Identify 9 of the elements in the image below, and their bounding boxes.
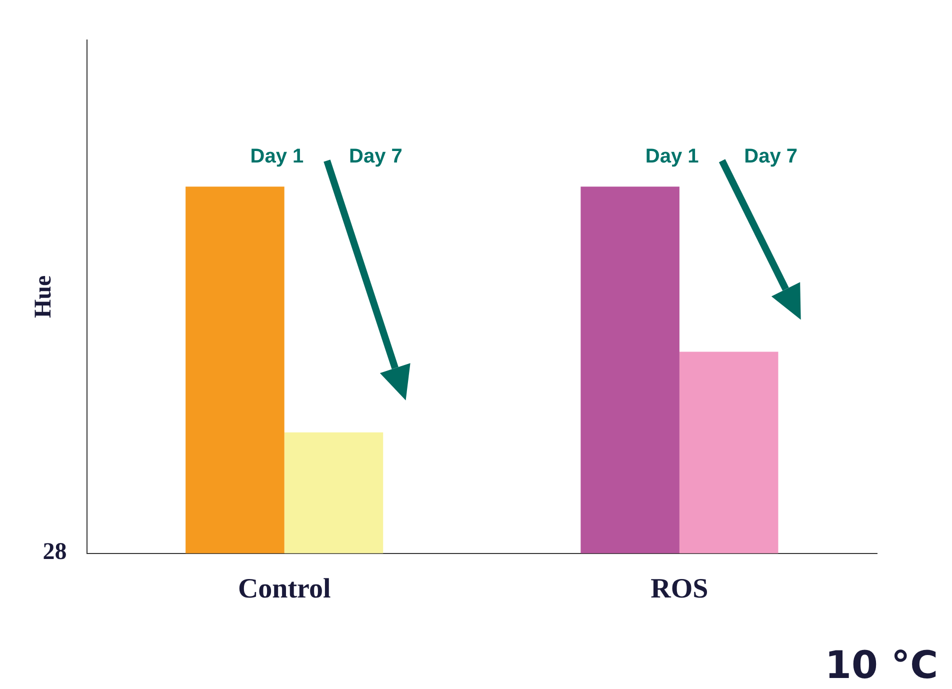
text: 28: [42, 539, 67, 566]
text: 10 °C: [825, 643, 938, 687]
x-tick-label: Control: [238, 573, 331, 604]
series-label: Day 1: [250, 146, 304, 168]
x-tick-label: ROS: [650, 573, 708, 604]
text: Day 1: [645, 146, 699, 168]
text: Day 7: [349, 146, 402, 168]
text: Day 7: [744, 146, 798, 168]
y-axis-title: Hue: [30, 275, 57, 318]
